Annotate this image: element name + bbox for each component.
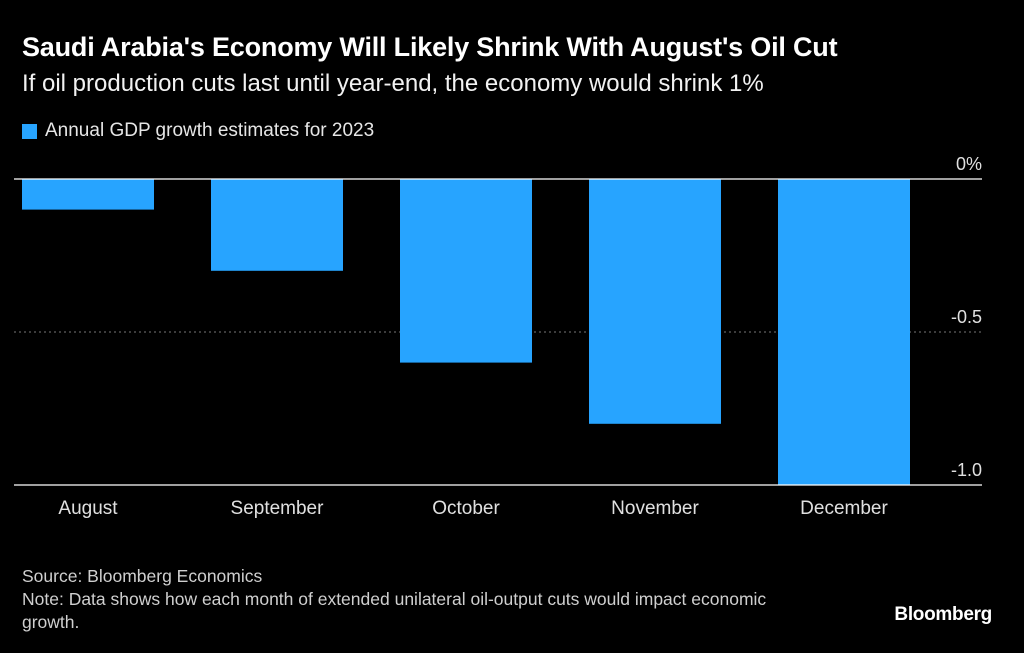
legend: Annual GDP growth estimates for 2023 — [22, 120, 374, 142]
legend-swatch — [22, 123, 37, 139]
bar-chart: 0% -0.5 -1.0 August September October November… — [14, 154, 982, 519]
y-tick-label: 0% — [956, 154, 982, 174]
source-text: Source: Bloomberg Economics — [22, 566, 263, 586]
source-note: Source: Bloomberg Economics Note: Data s… — [22, 565, 822, 634]
bar-october — [400, 179, 532, 363]
legend-label: Annual GDP growth estimates for 2023 — [45, 120, 375, 141]
note-text: Note: Data shows how each month of exten… — [22, 589, 767, 632]
x-tick-label: September — [231, 498, 325, 519]
x-tick-label: October — [432, 498, 500, 519]
bar-august — [22, 179, 154, 210]
x-tick-label: December — [800, 498, 888, 519]
bloomberg-logo: Bloomberg — [894, 604, 992, 625]
x-tick-label: November — [611, 498, 699, 519]
chart-title: Saudi Arabia's Economy Will Likely Shrin… — [22, 32, 838, 62]
bar-september — [211, 179, 343, 271]
y-tick-label: -1.0 — [951, 460, 982, 480]
chart-subtitle: If oil production cuts last until year-e… — [22, 70, 764, 97]
bar-december — [778, 179, 910, 485]
x-tick-label: August — [58, 498, 118, 519]
y-tick-label: -0.5 — [951, 307, 982, 327]
bar-november — [589, 179, 721, 424]
